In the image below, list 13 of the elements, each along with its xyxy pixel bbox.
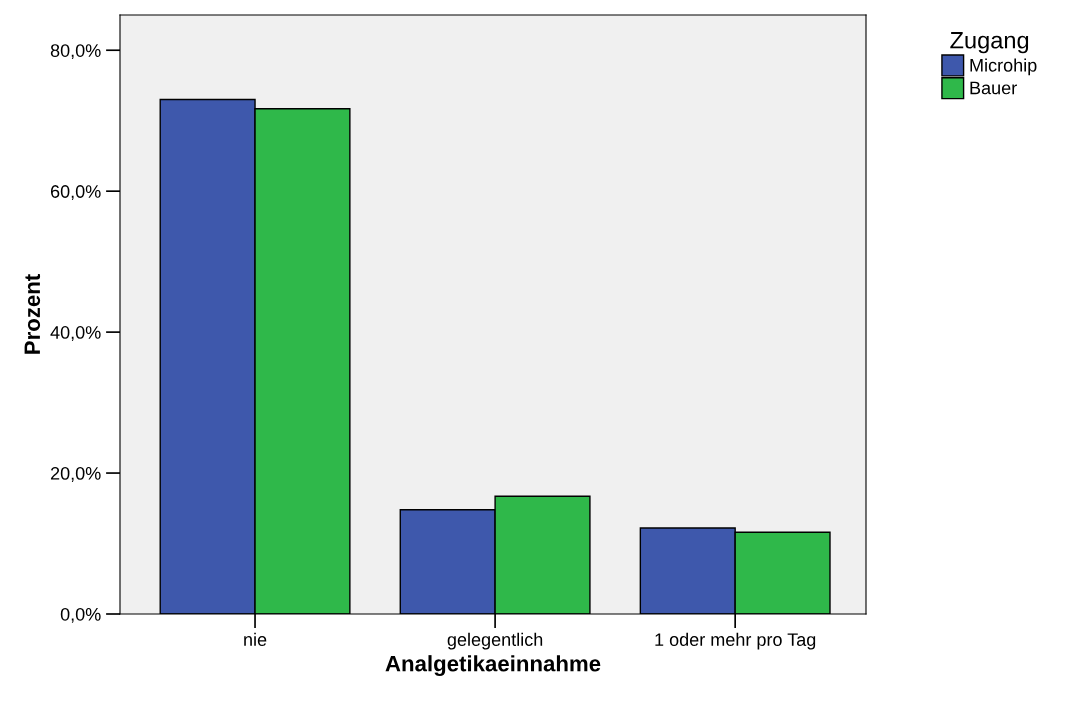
x-tick-label: 1 oder mehr pro Tag bbox=[655, 632, 816, 650]
y-tick-label: 0,0% bbox=[60, 607, 101, 623]
y-tick-label: 80,0% bbox=[50, 44, 101, 60]
y-tick-label: 60,0% bbox=[50, 185, 101, 201]
legend-label: Bauer bbox=[970, 81, 1017, 95]
x-tick-label: nie bbox=[244, 632, 267, 647]
x-tick-label: gelegentlich bbox=[447, 632, 543, 650]
y-tick-label: 40,0% bbox=[50, 326, 101, 341]
y-tick-label: 20,0% bbox=[50, 466, 101, 482]
y-axis-title: Prozent bbox=[24, 274, 41, 354]
legend-label: Microhip bbox=[970, 58, 1037, 76]
x-axis-title: Analgetikaeinnahme bbox=[385, 655, 601, 676]
legend-title: Zugang bbox=[950, 32, 1029, 54]
